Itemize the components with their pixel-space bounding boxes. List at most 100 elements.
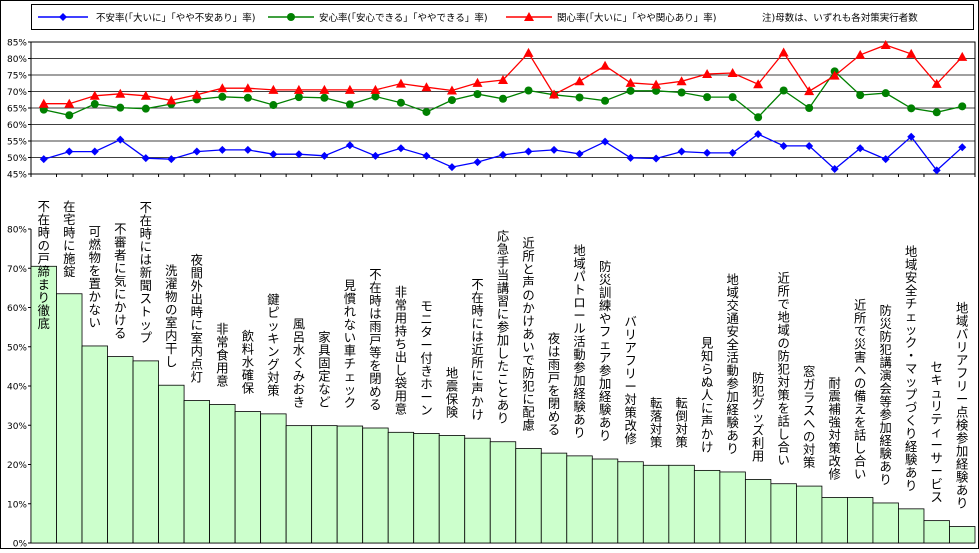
category-label-32-char: 備 [854,389,866,404]
category-label-18-char: に [497,308,509,322]
category-label-13-char: 在 [369,281,381,295]
category-label-30-char: 策 [803,455,815,470]
bar-21 [566,455,593,544]
series-0-point-20 [550,145,559,154]
category-label-27-char: 活 [726,351,738,365]
category-label-31-char: 修 [829,467,841,482]
category-label-30: 窓ガラスへの対策 [803,364,815,470]
category-label-1-char: に [63,239,75,253]
category-label-23-char: ア [624,341,636,355]
series-0-point-26 [703,148,712,157]
category-label-11-char: 家 [318,330,330,345]
category-label-16-char: 震 [446,380,458,394]
series-0-point-32 [856,144,865,153]
category-label-29-char: 策 [777,388,789,403]
category-label-7-char: 意 [216,373,228,388]
category-label-0-char: 徹 [38,303,50,318]
category-label-28: 防犯グッズ利用 [752,370,764,463]
series-2-point-6 [191,89,202,99]
category-label-5-char: 物 [165,290,177,304]
category-label-36-char: リ [956,380,968,394]
category-label-20-char: 雨 [548,358,560,372]
category-label-34-char: ク [905,336,917,350]
category-label-31: 耐震補強対策改修 [829,377,841,482]
category-label-22-char: フ [599,325,611,339]
category-label-33-char: 演 [880,368,892,383]
series-2-point-14 [395,78,406,88]
category-label-34-char: ・ [905,349,917,363]
series-0-point-25 [677,147,686,156]
category-label-14-char: 用 [395,389,407,403]
category-label-2-char: 置 [89,277,101,291]
series-0-point-30 [805,141,814,150]
legend-label-2: 関心率(「大いに」「やや関心あり」率) [557,12,716,24]
bar-33 [872,502,899,544]
category-label-30-char: ラ [803,391,815,405]
category-label-21-char: り [573,426,585,440]
category-label-23-char: 改 [624,419,636,433]
category-label-28-char: 用 [752,449,764,463]
series-0-point-29 [779,141,788,150]
category-label-32-char: の [854,377,866,391]
category-label-14-char: ち [395,337,407,351]
category-label-16: 地震保険 [446,367,459,420]
category-label-0-char: 時 [38,226,50,240]
category-label-29-char: 合 [777,440,789,455]
category-label-14-char: 非 [395,285,407,299]
series-1-point-3 [116,103,125,112]
series-1-point-29 [779,86,788,95]
chart-note: 注)母数は、いずれも各対策実行者数 [762,12,918,24]
series-0-point-19 [524,147,533,156]
series-2-point-28 [753,79,764,89]
category-label-21-char: 参 [573,360,585,375]
series-2-point-15 [421,82,432,92]
category-label-32-char: へ [854,364,866,378]
category-label-4-char: 時 [140,227,152,241]
category-label-4-char: ト [140,305,152,319]
category-label-29-char: で [777,298,789,312]
category-label-12-char: 車 [344,344,356,358]
category-label-2-char: 燃 [89,237,102,252]
category-label-16-char: 保 [446,393,459,407]
series-2-point-5 [166,95,177,105]
category-label-11-char: 固 [318,357,330,371]
category-label-35-char: リ [931,400,943,414]
category-label-34-char: マ [905,362,917,376]
category-label-19-char: か [522,301,534,315]
category-label-9-char: キ [267,332,279,346]
category-label-12-char: れ [344,305,356,319]
category-label-26-char: 人 [701,388,713,402]
bar-35 [923,520,950,544]
category-label-36-char: 参 [956,431,968,446]
category-label-12-char: ク [344,396,356,410]
category-label-3-char: に [114,262,126,276]
category-label-12-char: チ [344,357,356,371]
category-label-35-char: テ [931,413,943,427]
category-label-18-char: 習 [497,295,509,309]
category-label-12-char: な [344,318,356,332]
category-label-28-char: ズ [752,422,764,437]
category-label-5-char: 室 [165,315,177,330]
category-label-20-char: る [548,423,560,437]
category-label-11-char: 定 [318,369,330,384]
category-label-17-char: け [471,408,483,422]
category-label-23-char: ー [624,380,636,394]
category-label-0-char: 在 [38,213,50,227]
series-0-point-15 [422,151,431,160]
category-label-29-char: 犯 [777,363,789,377]
category-label-22-char: 練 [599,298,611,313]
category-label-27-char: 域 [726,286,738,300]
category-label-0-char: ま [38,278,50,292]
bar-17 [464,437,491,544]
series-1-point-4 [141,104,150,113]
line-ytick-label-7: 80% [7,55,27,65]
series-2-point-16 [446,85,457,95]
category-label-34-char: 験 [905,452,918,467]
category-label-9-char: 策 [267,383,279,398]
category-label-17-char: に [471,317,483,331]
category-label-29-char: の [777,337,789,351]
category-label-33-char: 加 [880,421,892,435]
category-label-22-char: 訓 [599,285,611,300]
category-label-34: 地域安全チェック・マップづくり経験あり [905,245,918,493]
bar-19 [515,448,542,544]
